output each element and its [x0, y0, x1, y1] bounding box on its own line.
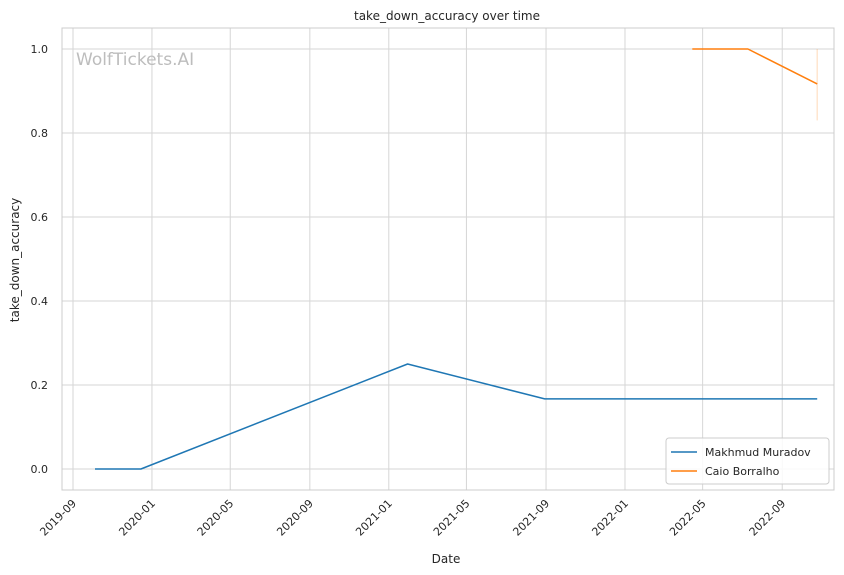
x-tick-label: 2020-01	[116, 497, 158, 539]
plot-frame	[61, 27, 835, 491]
legend-label-makhmud-muradov: Makhmud Muradov	[705, 446, 811, 459]
y-axis-ticks: 0.0 0.2 0.4 0.6 0.8 1.0	[31, 43, 49, 476]
grid	[62, 28, 834, 490]
y-tick-label: 0.4	[31, 295, 49, 308]
x-tick-label: 2020-05	[195, 497, 237, 539]
x-tick-label: 2021-09	[510, 497, 552, 539]
series-line-makhmud-muradov	[95, 363, 818, 470]
legend: Makhmud Muradov Caio Borralho	[665, 437, 830, 485]
y-tick-label: 0.8	[31, 127, 49, 140]
x-tick-label: 2021-01	[353, 497, 395, 539]
y-axis-title: take_down_accuracy	[8, 198, 22, 322]
x-tick-label: 2022-09	[747, 497, 789, 539]
x-tick-label: 2021-05	[431, 497, 473, 539]
y-tick-label: 0.6	[31, 211, 49, 224]
chart-title: take_down_accuracy over time	[354, 9, 540, 23]
series-layer	[95, 48, 818, 470]
y-tick-label: 1.0	[31, 43, 49, 56]
series-line-caio-borralho	[692, 48, 818, 85]
watermark: WolfTickets.AI	[76, 50, 194, 70]
legend-box	[665, 437, 830, 485]
x-tick-label: 2022-01	[589, 497, 631, 539]
y-tick-label: 0.2	[31, 379, 49, 392]
x-tick-label: 2020-09	[274, 497, 316, 539]
legend-label-caio-borralho: Caio Borralho	[705, 465, 780, 478]
x-tick-label: 2022-05	[667, 497, 709, 539]
x-axis-title: Date	[432, 552, 461, 566]
x-axis-ticks: 2019-09 2020-01 2020-05 2020-09 2021-01 2021-…	[37, 497, 788, 539]
y-tick-label: 0.0	[31, 463, 49, 476]
x-tick-label: 2019-09	[37, 497, 79, 539]
